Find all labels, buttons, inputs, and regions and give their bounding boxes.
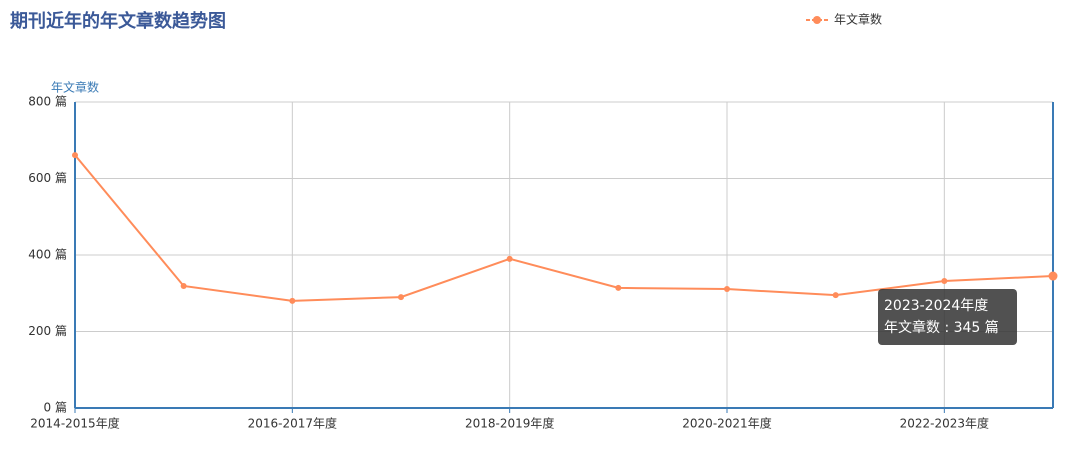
legend-label: 年文章数 <box>834 12 882 27</box>
tooltip-box <box>878 289 1017 345</box>
point <box>724 286 730 293</box>
x-tick-label: 2018-2019年度 <box>465 416 554 431</box>
tooltip-title: 2023-2024年度 <box>884 298 988 314</box>
x-tick-label: 2022-2023年度 <box>900 416 989 431</box>
chart-title: 期刊近年的年文章数趋势图 <box>10 10 226 32</box>
point <box>72 152 78 159</box>
y-tick-label: 800 篇 <box>28 94 67 109</box>
legend-marker <box>813 16 821 24</box>
point <box>941 278 948 285</box>
point <box>615 284 622 291</box>
point <box>1048 271 1058 281</box>
y-tick-label: 600 篇 <box>28 170 67 185</box>
y-axis-name: 年文章数 <box>51 80 99 95</box>
point <box>832 292 839 299</box>
point <box>398 294 404 301</box>
x-tick-label: 2014-2015年度 <box>30 416 119 431</box>
y-tick-label: 200 篇 <box>28 323 67 338</box>
point <box>289 297 296 304</box>
x-tick-label: 2016-2017年度 <box>248 416 337 431</box>
point <box>506 255 513 262</box>
x-tick-label: 2020-2021年度 <box>682 416 771 431</box>
point <box>180 282 187 289</box>
tooltip-text: 年文章数 : 345 篇 <box>884 319 999 336</box>
y-tick-label: 400 篇 <box>28 247 67 262</box>
line <box>74 154 1054 302</box>
y-tick-label: 0 篇 <box>44 400 67 415</box>
